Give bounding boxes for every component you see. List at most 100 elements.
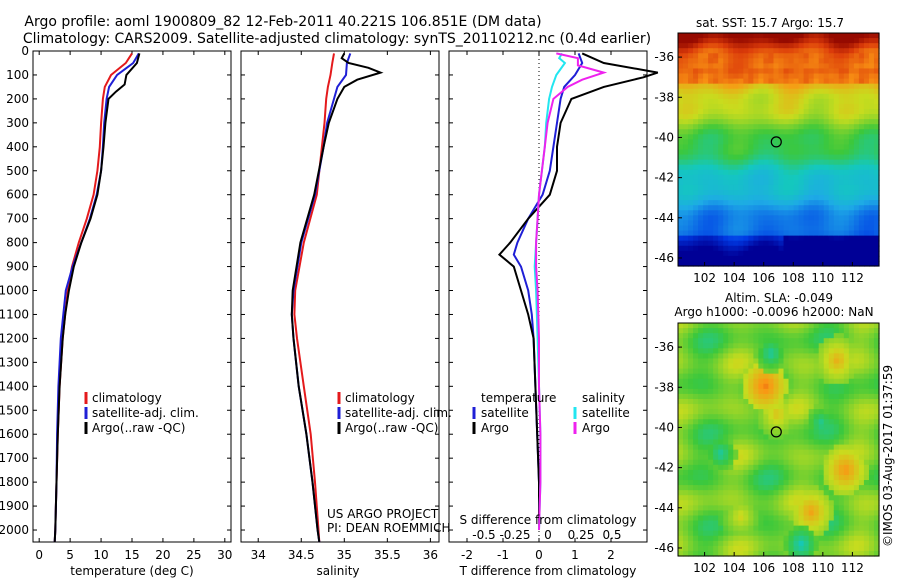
map-cell — [748, 485, 754, 491]
map-cell — [858, 540, 865, 547]
map-cell — [818, 154, 825, 161]
map-cell — [773, 510, 780, 517]
map-cell — [733, 358, 739, 365]
lat-tick-label: -46 — [654, 541, 674, 555]
map-cell — [828, 98, 835, 105]
map-cell — [868, 240, 875, 247]
map-cell — [798, 545, 805, 552]
map-cell — [688, 525, 694, 532]
map-cell — [773, 220, 780, 227]
map-cell — [758, 434, 765, 441]
map-cell — [688, 63, 694, 70]
map-cell — [688, 459, 694, 466]
map-cell — [713, 83, 719, 90]
map-cell — [683, 93, 689, 100]
map-cell — [858, 225, 865, 232]
map-cell — [728, 73, 734, 80]
map-cell — [743, 505, 749, 512]
map-cell — [763, 424, 770, 430]
map-cell — [743, 260, 749, 267]
map-cell — [788, 220, 795, 227]
map-cell — [693, 550, 699, 557]
map-cell — [738, 338, 744, 344]
map-cell — [788, 38, 795, 44]
map-cell — [713, 383, 719, 390]
map-cell — [838, 220, 845, 227]
map-cell — [733, 363, 739, 370]
map-cell — [773, 260, 780, 267]
map-cell — [778, 215, 785, 222]
map-cell — [868, 358, 875, 365]
map-cell — [693, 333, 699, 339]
map-cell — [708, 444, 714, 451]
map-cell — [693, 358, 699, 365]
map-cell — [863, 98, 870, 105]
map-cell — [678, 144, 684, 151]
map-cell — [813, 495, 820, 501]
map-cell — [863, 210, 870, 216]
map-cell — [768, 368, 775, 375]
map-cell — [723, 260, 729, 267]
map-cell — [868, 48, 875, 54]
map-cell — [768, 83, 775, 90]
map-cell — [708, 520, 714, 527]
map-cell — [858, 323, 865, 329]
map-cell — [703, 245, 709, 252]
map-cell — [748, 348, 754, 354]
map-cell — [718, 250, 724, 257]
map-cell — [868, 159, 875, 166]
map-cell — [783, 333, 790, 339]
map-cell — [868, 500, 875, 506]
map-cell — [788, 129, 795, 135]
map-cell — [793, 260, 800, 267]
map-cell — [863, 368, 870, 375]
map-cell — [713, 454, 719, 461]
map-cell — [843, 260, 850, 267]
map-cell — [808, 119, 815, 125]
map-cell — [713, 469, 719, 476]
map-cell — [813, 78, 820, 85]
map-cell — [748, 535, 754, 542]
map-cell — [823, 134, 830, 140]
map-cell — [858, 525, 865, 532]
map-cell — [763, 333, 770, 339]
map-cell — [678, 469, 684, 476]
map-cell — [698, 429, 704, 436]
map-cell — [808, 103, 815, 110]
map-cell — [768, 510, 775, 517]
map-cell — [778, 378, 785, 385]
map-cell — [808, 550, 815, 557]
map-cell — [748, 363, 754, 370]
map-cell — [743, 190, 749, 196]
map-cell — [858, 383, 865, 390]
map-cell — [753, 83, 760, 90]
map-cell — [783, 383, 790, 390]
lon-tick-label: 102 — [693, 271, 716, 285]
sst-map-title: sat. SST: 15.7 Argo: 15.7 — [696, 16, 844, 30]
map-cell — [833, 245, 840, 252]
map-cell — [843, 149, 850, 156]
map-cell — [868, 174, 875, 181]
map-cell — [688, 33, 694, 39]
map-cell — [788, 78, 795, 85]
map-cell — [828, 83, 835, 90]
map-cell — [808, 535, 815, 542]
map-cell — [853, 134, 860, 140]
map-cell — [728, 235, 734, 242]
map-cell — [803, 480, 810, 486]
map-cell — [828, 48, 835, 54]
map-cell — [748, 250, 754, 257]
map-cell — [703, 383, 709, 390]
map-cell — [783, 520, 790, 527]
map-cell — [818, 393, 825, 400]
map-cell — [728, 454, 734, 461]
map-cell — [798, 525, 805, 532]
map-cell — [713, 515, 719, 522]
map-cell — [873, 414, 880, 420]
map-cell — [773, 520, 780, 527]
map-cell — [728, 398, 734, 405]
map-cell — [803, 535, 810, 542]
map-cell — [753, 485, 760, 491]
map-cell — [848, 200, 855, 206]
map-cell — [813, 88, 820, 95]
